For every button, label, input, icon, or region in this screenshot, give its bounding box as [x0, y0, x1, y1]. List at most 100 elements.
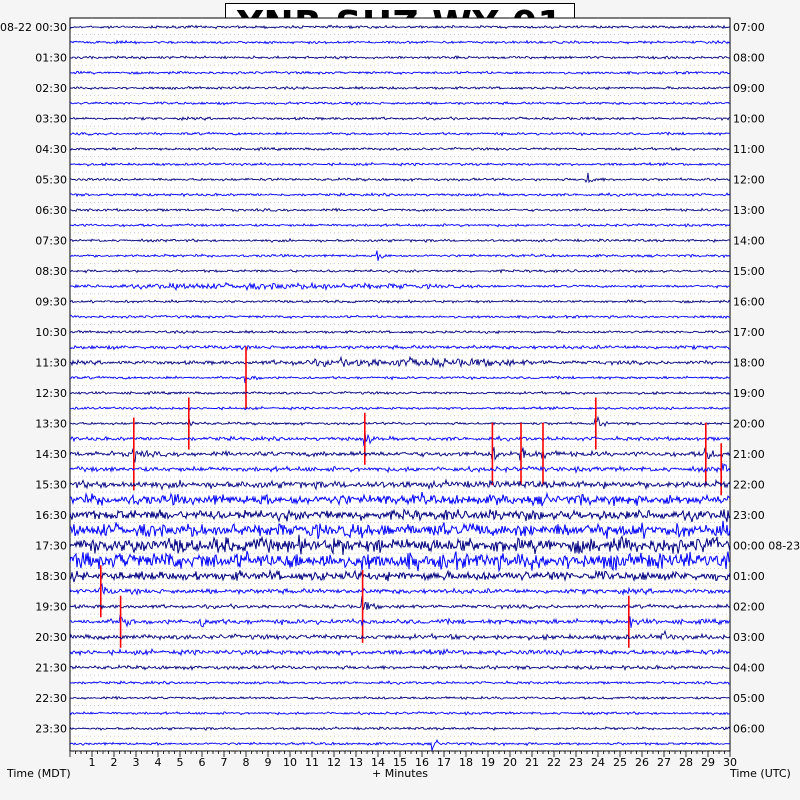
right-axis-label: Time (UTC) — [729, 767, 791, 780]
x-tick-label: 20 — [503, 756, 517, 769]
seismic-trace — [69, 161, 731, 167]
minutes-axis: 1 2 3 4 5 6 7 8 9 10 11 12 13 14 15 16 17 18 19 20 21 22 23 24 2… — [69, 751, 737, 769]
right-tick-label: 08:00 — [733, 52, 765, 65]
left-tick-label: 22:30 — [35, 692, 67, 705]
right-tick-label: 10:00 — [733, 113, 765, 126]
seismic-trace — [69, 738, 731, 751]
seismic-trace — [69, 55, 731, 60]
x-tick-label: 22 — [547, 756, 561, 769]
seismic-trace — [69, 207, 731, 213]
left-tick-label: 00:30 — [35, 21, 67, 34]
x-tick-label: 4 — [155, 756, 162, 769]
right-tick-label: 13:00 — [733, 204, 765, 217]
seismic-trace — [69, 695, 731, 701]
seismic-trace — [69, 647, 731, 657]
seismic-trace — [69, 281, 731, 292]
x-tick-label: 2 — [111, 756, 118, 769]
left-tick-label: 07:30 — [35, 235, 67, 248]
right-tick-label: 04:00 — [733, 662, 765, 675]
right-tick-label: 18:00 — [733, 357, 765, 370]
left-tick-label: 16:30 — [35, 509, 67, 522]
left-tick-label: 20:30 — [35, 631, 67, 644]
seismic-trace — [69, 192, 731, 198]
left-tick-label: 01:30 — [35, 52, 67, 65]
right-tick-label: 23:00 — [733, 509, 765, 522]
seismic-trace — [69, 583, 731, 597]
seismic-trace — [69, 726, 731, 731]
left-tick-label: 10:30 — [35, 326, 67, 339]
right-tick-label: 05:00 — [733, 692, 765, 705]
left-tick-label: 15:30 — [35, 479, 67, 492]
x-tick-label: 30 — [723, 756, 737, 769]
seismic-trace — [69, 250, 731, 261]
seismic-trace — [69, 375, 731, 384]
x-tick-label: 12 — [327, 756, 341, 769]
seismic-trace — [69, 534, 731, 556]
seismic-trace — [69, 595, 731, 611]
left-tick-label: 14:30 — [35, 448, 67, 461]
x-tick-label: 9 — [265, 756, 272, 769]
right-tick-label: 14:00 — [733, 235, 765, 248]
seismic-trace — [69, 614, 731, 628]
left-tick-label: 05:30 — [35, 174, 67, 187]
left-tick-label: 06:30 — [35, 204, 67, 217]
right-tick-label: 17:00 — [733, 326, 765, 339]
seismic-trace — [69, 237, 731, 243]
right-tick-label: 02:00 — [733, 601, 765, 614]
left-axis-label: Time (MDT) — [6, 767, 71, 780]
grid — [70, 18, 730, 752]
seismic-trace — [69, 314, 731, 320]
left-tick-label: 09:30 — [35, 296, 67, 309]
seismic-trace — [69, 710, 731, 716]
seismic-trace — [69, 172, 731, 184]
x-tick-label: 5 — [177, 756, 184, 769]
x-tick-label: 29 — [701, 756, 715, 769]
seismic-trace — [69, 415, 731, 428]
left-tick-label: 08:30 — [35, 265, 67, 278]
right-tick-label: 07:00 — [733, 21, 765, 34]
left-tick-label: 19:30 — [35, 601, 67, 614]
seismic-trace — [69, 70, 731, 76]
left-tick-label: 03:30 — [35, 113, 67, 126]
left-tick-label: 13:30 — [35, 418, 67, 431]
seismic-trace — [69, 462, 731, 474]
seismic-trace — [69, 355, 731, 369]
seismic-trace — [69, 298, 731, 304]
x-tick-label: 3 — [133, 756, 140, 769]
seismic-trace — [69, 550, 731, 573]
seismic-trace — [69, 680, 731, 685]
seismic-trace — [69, 146, 731, 152]
x-tick-label: 17 — [437, 756, 451, 769]
right-tick-label: 03:00 — [733, 631, 765, 644]
seismic-trace — [69, 223, 731, 228]
left-tick-label: 11:30 — [35, 357, 67, 370]
seismic-trace — [69, 85, 731, 91]
seismic-trace — [69, 432, 731, 447]
x-tick-label: 13 — [349, 756, 363, 769]
left-tick-label: 17:30 — [35, 540, 67, 553]
x-tick-label: 28 — [679, 756, 693, 769]
right-tick-label: 11:00 — [733, 143, 765, 156]
left-tick-label: 04:30 — [35, 143, 67, 156]
seismic-trace — [69, 491, 731, 507]
seismic-trace — [69, 508, 731, 523]
left-tick-label: 02:30 — [35, 82, 67, 95]
right-time-axis: 07:00 08:00 09:00 10:00 11:00 12:00 13:00 14:00… — [733, 21, 800, 736]
seismic-trace — [69, 478, 731, 491]
x-tick-label: 6 — [199, 756, 206, 769]
x-tick-label: 25 — [613, 756, 627, 769]
seismic-trace — [69, 405, 731, 411]
right-tick-label: 22:00 — [733, 479, 765, 492]
x-tick-label: 19 — [481, 756, 495, 769]
left-tick-label: 23:30 — [35, 723, 67, 736]
x-tick-label: 7 — [221, 756, 228, 769]
seismic-trace — [69, 568, 731, 583]
x-tick-label: 8 — [243, 756, 250, 769]
right-tick-label: 09:00 — [733, 82, 765, 95]
seismic-trace — [69, 39, 731, 45]
left-tick-label: 21:30 — [35, 662, 67, 675]
x-tick-label: 14 — [371, 756, 385, 769]
left-tick-label: 18:30 — [35, 570, 67, 583]
right-tick-label: 12:00 — [733, 174, 765, 187]
